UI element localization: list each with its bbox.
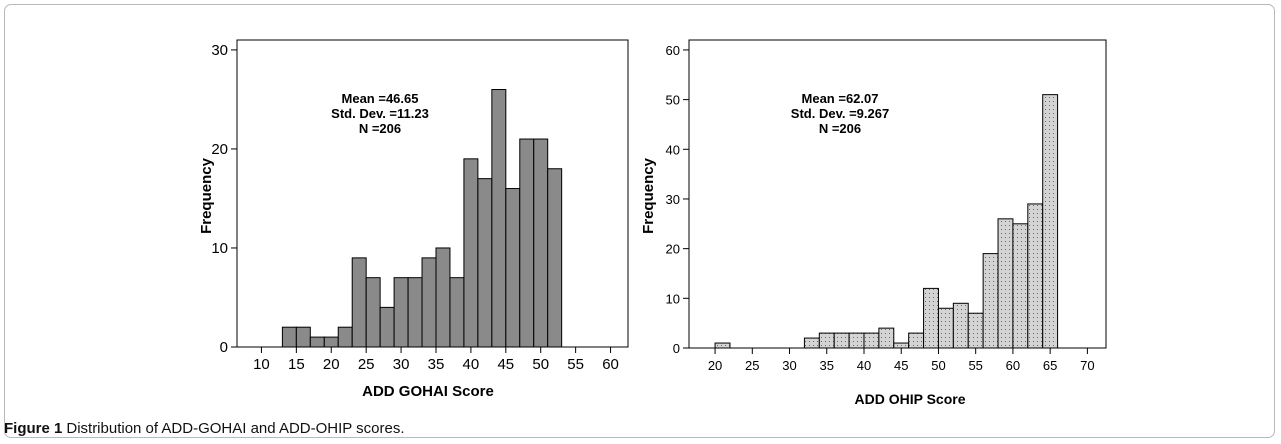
ohip-bar	[833, 332, 850, 349]
gohai-bar	[519, 138, 535, 348]
ohip-y-tick-label: 40	[666, 142, 680, 157]
ohip-bar	[848, 332, 865, 349]
ohip-y-tick-label: 60	[666, 43, 680, 58]
gohai-bar	[281, 326, 297, 348]
gohai-x-tick-label: 45	[497, 356, 514, 373]
ohip-bar	[878, 327, 895, 349]
ohip-plot-area: 0 10 20 30 40 50 60 20 25 30 35 40 45 50 55 60 65 70	[666, 39, 1107, 373]
gohai-y-tick-label: 10	[211, 240, 228, 257]
ohip-x-tick-label: 55	[968, 358, 982, 373]
ohip-bar	[908, 332, 925, 349]
gohai-y-tick-label: 20	[211, 141, 228, 158]
ohip-bar	[818, 332, 835, 349]
gohai-x-tick-label: 30	[393, 356, 410, 373]
gohai-plot-area: 0 10 20 30 10 15 20 25 30 35 40 45 50 55 60	[211, 39, 629, 373]
ohip-y-axis-label: Frequency	[640, 157, 657, 234]
gohai-y-axis-label: Frequency	[198, 157, 215, 234]
ohip-plot-frame	[688, 39, 1107, 349]
gohai-bar	[463, 158, 479, 348]
ohip-x-tick-label: 35	[820, 358, 834, 373]
gohai-x-tick-label: 55	[567, 356, 584, 373]
gohai-x-tick-label: 25	[358, 356, 375, 373]
ohip-bar	[997, 218, 1014, 349]
ohip-bar	[714, 342, 731, 349]
gohai-bar	[407, 277, 423, 348]
gohai-bar	[365, 277, 381, 348]
gohai-stat-n: N =206	[359, 121, 401, 136]
gohai-bar	[393, 277, 409, 348]
gohai-bar	[477, 178, 493, 348]
gohai-bar	[337, 326, 353, 348]
gohai-x-tick-label: 20	[323, 356, 340, 373]
ohip-y-tick-label: 30	[666, 192, 680, 207]
gohai-bar	[491, 89, 507, 348]
ohip-y-tick-label: 50	[666, 93, 680, 108]
gohai-plot-frame	[236, 39, 629, 348]
ohip-x-tick-label: 40	[857, 358, 871, 373]
ohip-bar	[937, 307, 954, 349]
ohip-stat-sd: Std. Dev. =9.267	[791, 106, 889, 121]
gohai-bar	[351, 257, 367, 348]
ohip-x-tick-label: 20	[708, 358, 722, 373]
gohai-bar	[309, 336, 325, 348]
ohip-bar	[893, 342, 910, 349]
gohai-bar	[379, 306, 395, 348]
gohai-bar	[505, 188, 521, 348]
ohip-x-tick-label: 25	[745, 358, 759, 373]
ohip-bar	[863, 332, 880, 349]
gohai-bar	[323, 336, 339, 348]
gohai-x-tick-label: 50	[532, 356, 549, 373]
gohai-bar	[547, 168, 563, 348]
gohai-stat-mean: Mean =46.65	[342, 91, 419, 106]
gohai-x-tick-label: 35	[428, 356, 445, 373]
ohip-x-tick-label: 45	[894, 358, 908, 373]
figure-caption: Figure 1 Distribution of ADD-GOHAI and A…	[0, 413, 1281, 444]
gohai-bar	[295, 326, 311, 348]
ohip-y-tick-label: 10	[666, 291, 680, 306]
gohai-x-axis-label: ADD GOHAI Score	[362, 383, 494, 400]
ohip-bar	[967, 312, 984, 349]
ohip-bar	[1027, 203, 1044, 349]
gohai-stat-sd: Std. Dev. =11.23	[331, 106, 429, 121]
ohip-stat-mean: Mean =62.07	[802, 91, 879, 106]
gohai-bar	[533, 138, 549, 348]
ohip-bar	[1042, 94, 1059, 349]
gohai-x-tick-label: 15	[288, 356, 305, 373]
gohai-y-tick-label: 30	[211, 42, 228, 59]
ohip-x-axis-label: ADD OHIP Score	[855, 391, 966, 407]
ohip-x-tick-label: 30	[782, 358, 796, 373]
gohai-bar	[435, 247, 451, 348]
ohip-y-tick-label: 20	[666, 242, 680, 257]
ohip-bar	[803, 337, 820, 349]
ohip-x-tick-label: 70	[1080, 358, 1094, 373]
ohip-bar	[923, 287, 939, 349]
ohip-bar	[982, 253, 999, 349]
ohip-y-tick-label: 0	[673, 341, 680, 356]
ohip-bar	[1012, 223, 1029, 349]
ohip-bar	[952, 302, 969, 349]
gohai-bar	[421, 257, 437, 348]
gohai-bar	[449, 277, 465, 348]
gohai-x-tick-label: 60	[602, 356, 619, 373]
figure-caption-label: Figure 1	[4, 420, 63, 437]
ohip-x-tick-label: 65	[1043, 358, 1057, 373]
gohai-x-tick-label: 40	[463, 356, 480, 373]
figure-frame	[4, 4, 1275, 438]
gohai-y-tick-label: 0	[220, 339, 228, 356]
ohip-histogram: 0 10 20 30 40 50 60 20 25 30 35 40 45 50 55 60 65 70 Mean…	[640, 39, 1107, 407]
figure-caption-text: Distribution of ADD-GOHAI and ADD-OHIP s…	[66, 420, 405, 437]
gohai-x-tick-label: 10	[253, 356, 270, 373]
ohip-x-tick-label: 60	[1006, 358, 1020, 373]
ohip-x-tick-label: 50	[931, 358, 945, 373]
ohip-stat-n: N =206	[819, 121, 861, 136]
gohai-histogram: 0 10 20 30 10 15 20 25 30 35 40 45 50 55 60 Mean =46.6…	[198, 39, 629, 400]
